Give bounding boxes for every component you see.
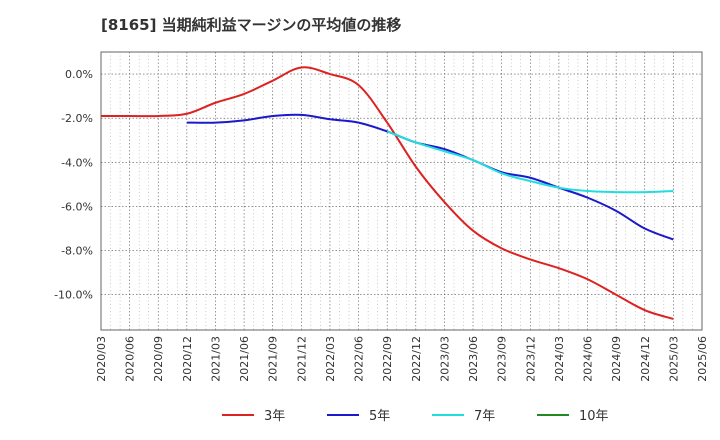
x-tick-label: 2024/12 [639, 336, 652, 382]
x-tick-label: 2024/03 [553, 336, 566, 382]
x-tick-label: 2022/09 [381, 336, 394, 382]
x-tick-label: 2023/12 [524, 336, 537, 382]
legend-label: 7年 [474, 409, 495, 424]
x-tick-label: 2021/03 [209, 336, 222, 382]
y-tick-label: 0.0% [65, 68, 93, 81]
y-tick-label: -8.0% [61, 245, 93, 258]
x-tick-label: 2023/09 [496, 336, 509, 382]
chart-title: [8165] 当期純利益マージンの平均値の推移 [101, 16, 401, 34]
x-tick-label: 2022/06 [353, 336, 366, 382]
x-gridlines [110, 52, 693, 330]
x-tick-label: 2020/06 [124, 336, 137, 382]
series-line-5年 [186, 113, 674, 241]
series-line-7年 [386, 130, 674, 194]
x-tick-label: 2025/03 [667, 336, 680, 382]
x-axis-ticks: 2020/03 2020/06 2020/09 2020/12 2021/03 2021/… [95, 336, 709, 382]
y-tick-label: -4.0% [61, 156, 93, 169]
x-tick-label: 2023/03 [438, 336, 451, 382]
legend: 3年 5年 7年 10年 [222, 409, 609, 424]
series-lines [101, 66, 674, 320]
x-tick-label: 2024/09 [610, 336, 623, 382]
y-gridlines [101, 73, 702, 295]
legend-label: 5年 [369, 409, 390, 424]
x-tick-label: 2021/12 [295, 336, 308, 382]
x-tick-label: 2020/03 [95, 336, 108, 382]
x-tick-label: 2025/06 [696, 336, 709, 382]
x-tick-label: 2021/09 [267, 336, 280, 382]
y-tick-label: -2.0% [61, 112, 93, 125]
plot-area [100, 51, 703, 331]
y-tick-label: -10.0% [54, 289, 93, 302]
y-axis-ticks: 0.0% -2.0% -4.0% -6.0% -8.0% -10.0% [54, 68, 93, 302]
x-tick-label: 2023/06 [467, 336, 480, 382]
legend-label: 10年 [579, 409, 609, 424]
x-tick-label: 2020/09 [152, 336, 165, 382]
x-tick-label: 2024/06 [582, 336, 595, 382]
series-line-3年 [101, 66, 674, 320]
x-tick-label: 2022/12 [410, 336, 423, 382]
x-tick-label: 2020/12 [181, 336, 194, 382]
legend-label: 3年 [264, 409, 285, 424]
x-tick-label: 2022/03 [324, 336, 337, 382]
y-tick-label: -6.0% [61, 200, 93, 213]
x-tick-label: 2021/06 [238, 336, 251, 382]
